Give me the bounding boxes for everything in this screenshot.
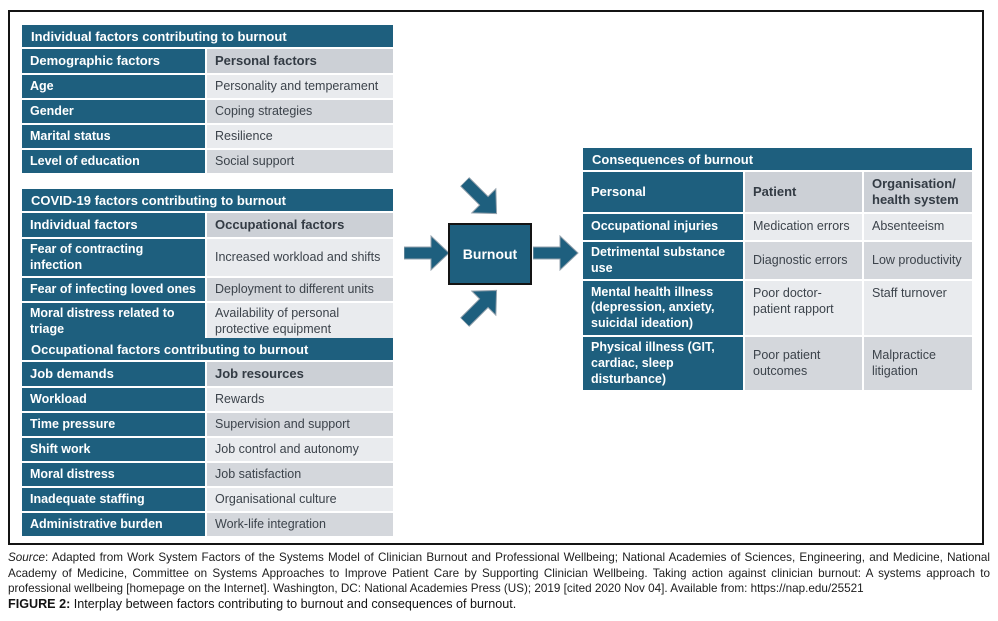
col-header: Patient: [745, 172, 862, 212]
row-value-cell: Resilience: [207, 125, 393, 148]
row-value-cell: Staff turnover: [864, 281, 972, 336]
table-grid: Individual factors Occupational factors …: [22, 213, 393, 341]
row-label-cell: Time pressure: [22, 413, 205, 436]
row-value-cell: Organisational culture: [207, 488, 393, 511]
col-header: Personal: [583, 172, 743, 212]
row-value-cell: Job control and autonomy: [207, 438, 393, 461]
row-label-cell: Occupational injuries: [583, 214, 743, 240]
arrow-right-icon: [403, 234, 450, 272]
figure-caption-text: Interplay between factors contributing t…: [73, 597, 517, 611]
col-header: Demographic factors: [22, 49, 205, 73]
row-value-cell: Coping strategies: [207, 100, 393, 123]
row-value-cell: Poor doctor-patient rapport: [745, 281, 862, 336]
figure-caption: FIGURE 2: Interplay between factors cont…: [8, 597, 990, 611]
consequences-table: Consequences of burnout Personal Patient…: [583, 148, 972, 391]
row-label-cell: Physical illness (GIT, cardiac, sleep di…: [583, 337, 743, 391]
row-label-cell: Administrative burden: [22, 513, 205, 536]
row-value-cell: Personality and temperament: [207, 75, 393, 98]
row-label-cell: Inadequate staffing: [22, 488, 205, 511]
row-value-cell: Rewards: [207, 388, 393, 411]
row-value-cell: Malpractice litigation: [864, 337, 972, 391]
col-header: Organisation/ health system: [864, 172, 972, 212]
row-value-cell: Medication errors: [745, 214, 862, 240]
row-value-cell: Availability of personal protective equi…: [207, 303, 393, 341]
source-text: : Adapted from Work System Factors of th…: [8, 551, 990, 596]
row-label-cell: Gender: [22, 100, 205, 123]
row-value-cell: Poor patient outcomes: [745, 337, 862, 391]
table-title: Occupational factors contributing to bur…: [22, 338, 393, 360]
burnout-box: Burnout: [448, 223, 532, 285]
row-label-cell: Level of education: [22, 150, 205, 173]
table-grid: Demographic factors Personal factors Age…: [22, 49, 393, 173]
row-label-cell: Workload: [22, 388, 205, 411]
table-grid: Job demands Job resources Workload Rewar…: [22, 362, 393, 536]
source-label: Source: [8, 551, 46, 564]
source-note: Source: Adapted from Work System Factors…: [8, 550, 990, 597]
row-value-cell: Diagnostic errors: [745, 242, 862, 280]
row-label-cell: Detrimental substance use: [583, 242, 743, 280]
row-value-cell: Supervision and support: [207, 413, 393, 436]
row-label-cell: Shift work: [22, 438, 205, 461]
table-title: Individual factors contributing to burno…: [22, 25, 393, 47]
arrow-diagonal-up-icon: [452, 277, 510, 335]
occupational-factors-table: Occupational factors contributing to bur…: [22, 338, 393, 536]
col-header: Personal factors: [207, 49, 393, 73]
row-label-cell: Moral distress related to triage: [22, 303, 205, 341]
row-value-cell: Job satisfaction: [207, 463, 393, 486]
row-value-cell: Work-life integration: [207, 513, 393, 536]
row-label-cell: Fear of contracting infection: [22, 239, 205, 277]
row-label-cell: Mental health illness (depression, anxie…: [583, 281, 743, 336]
row-value-cell: Absenteeism: [864, 214, 972, 240]
table-title: Consequences of burnout: [583, 148, 972, 170]
individual-factors-table: Individual factors contributing to burno…: [22, 25, 393, 173]
row-value-cell: Deployment to different units: [207, 278, 393, 302]
figure-caption-label: FIGURE 2:: [8, 597, 71, 611]
col-header: Job resources: [207, 362, 393, 386]
col-header: Occupational factors: [207, 213, 393, 237]
table-title: COVID-19 factors contributing to burnout: [22, 189, 393, 211]
row-label-cell: Fear of infecting loved ones: [22, 278, 205, 302]
row-label-cell: Moral distress: [22, 463, 205, 486]
arrow-diagonal-down-icon: [452, 169, 510, 227]
row-value-cell: Social support: [207, 150, 393, 173]
row-label-cell: Marital status: [22, 125, 205, 148]
row-value-cell: Low productivity: [864, 242, 972, 280]
row-value-cell: Increased workload and shifts: [207, 239, 393, 277]
figure-border: Individual factors contributing to burno…: [8, 10, 984, 545]
covid-factors-table: COVID-19 factors contributing to burnout…: [22, 189, 393, 341]
arrow-right-icon: [532, 234, 579, 272]
table-grid: Personal Patient Organisation/ health sy…: [583, 172, 972, 391]
col-header: Individual factors: [22, 213, 205, 237]
col-header: Job demands: [22, 362, 205, 386]
row-label-cell: Age: [22, 75, 205, 98]
